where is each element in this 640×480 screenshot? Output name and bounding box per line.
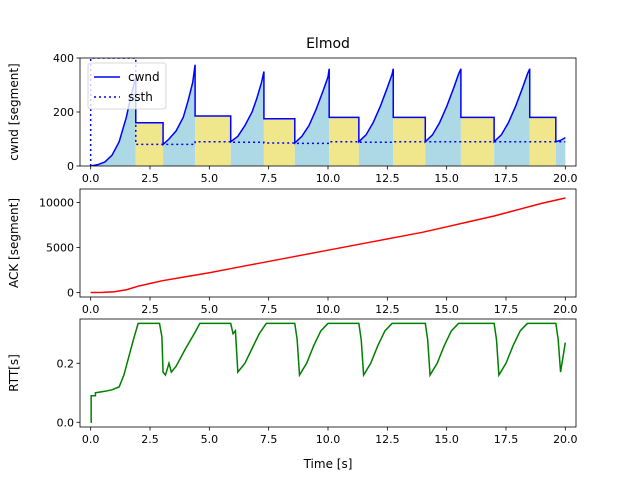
legend-label: ssth xyxy=(128,90,153,104)
x-tick-label: 17.5 xyxy=(494,303,519,316)
x-tick-label: 15.0 xyxy=(434,172,459,185)
x-tick-label: 10.0 xyxy=(316,433,341,446)
x-tick-label: 7.5 xyxy=(260,433,278,446)
x-tick-label: 5.0 xyxy=(201,433,219,446)
subplot-ack: 0.0 2.5 5.0 7.5 10.0 12.5 15.0 17.5 20.0 0 5000 100… xyxy=(7,188,578,316)
x-tick-label: 10.0 xyxy=(316,303,341,316)
figure-title: Elmod xyxy=(306,36,350,52)
y-axis-label: ACK [segment] xyxy=(7,198,21,288)
legend: cwnd ssth xyxy=(87,62,167,110)
x-tick-label: 12.5 xyxy=(375,172,400,185)
x-tick-label: 2.5 xyxy=(141,303,159,316)
legend-box xyxy=(87,62,167,110)
x-tick-label: 15.0 xyxy=(434,433,459,446)
subplots: 0.0 2.5 5.0 7.5 10.0 12.5 15.0 17.5 20.0 0 200 400 c… xyxy=(7,52,578,446)
x-tick-label: 12.5 xyxy=(375,433,400,446)
x-tick-label: 10.0 xyxy=(316,172,341,185)
x-tick-label: 5.0 xyxy=(201,303,219,316)
x-tick-label: 15.0 xyxy=(434,303,459,316)
series-line-ack xyxy=(90,197,566,294)
x-tick-label: 0.0 xyxy=(82,172,100,185)
series-line-ssth xyxy=(89,58,566,166)
y-tick-label: 0 xyxy=(67,287,74,300)
y-axis-label: cwnd [segment] xyxy=(7,63,21,160)
x-tick-label: 5.0 xyxy=(201,172,219,185)
y-tick-label: 10000 xyxy=(39,197,74,210)
x-tick-label: 0.0 xyxy=(82,303,100,316)
subplot-rtt: 0.0 2.5 5.0 7.5 10.0 12.5 15.0 17.5 20.0 0.0 0.2 RT… xyxy=(7,318,578,446)
x-tick-label: 7.5 xyxy=(260,303,278,316)
x-tick-label: 20.0 xyxy=(553,433,578,446)
series-line-cwnd xyxy=(90,64,566,166)
x-tick-label: 20.0 xyxy=(553,303,578,316)
y-tick-label: 0.2 xyxy=(57,357,75,370)
x-tick-label: 20.0 xyxy=(553,172,578,185)
x-tick-label: 12.5 xyxy=(375,303,400,316)
x-tick-label: 17.5 xyxy=(494,172,519,185)
x-tick-label: 0.0 xyxy=(82,433,100,446)
y-tick-label: 400 xyxy=(53,52,74,65)
y-tick-label: 0.0 xyxy=(57,416,75,429)
y-axis-label: RTT[s] xyxy=(7,354,21,392)
y-tick-label: 5000 xyxy=(46,242,74,255)
x-tick-label: 2.5 xyxy=(141,172,159,185)
phase-region xyxy=(90,76,136,166)
x-axis-label: Time [s] xyxy=(303,457,353,471)
x-tick-label: 2.5 xyxy=(141,433,159,446)
phase-region xyxy=(294,68,330,166)
y-tick-label: 200 xyxy=(53,106,74,119)
x-tick-label: 7.5 xyxy=(260,172,278,185)
subplot-cwnd: 0.0 2.5 5.0 7.5 10.0 12.5 15.0 17.5 20.0 0 200 400 c… xyxy=(7,52,578,185)
x-tick-label: 17.5 xyxy=(494,433,519,446)
legend-label: cwnd xyxy=(128,70,160,84)
series-line-rtt xyxy=(90,322,567,424)
phase-region xyxy=(195,64,231,166)
phase-region xyxy=(163,64,196,166)
y-tick-label: 0 xyxy=(67,160,74,173)
